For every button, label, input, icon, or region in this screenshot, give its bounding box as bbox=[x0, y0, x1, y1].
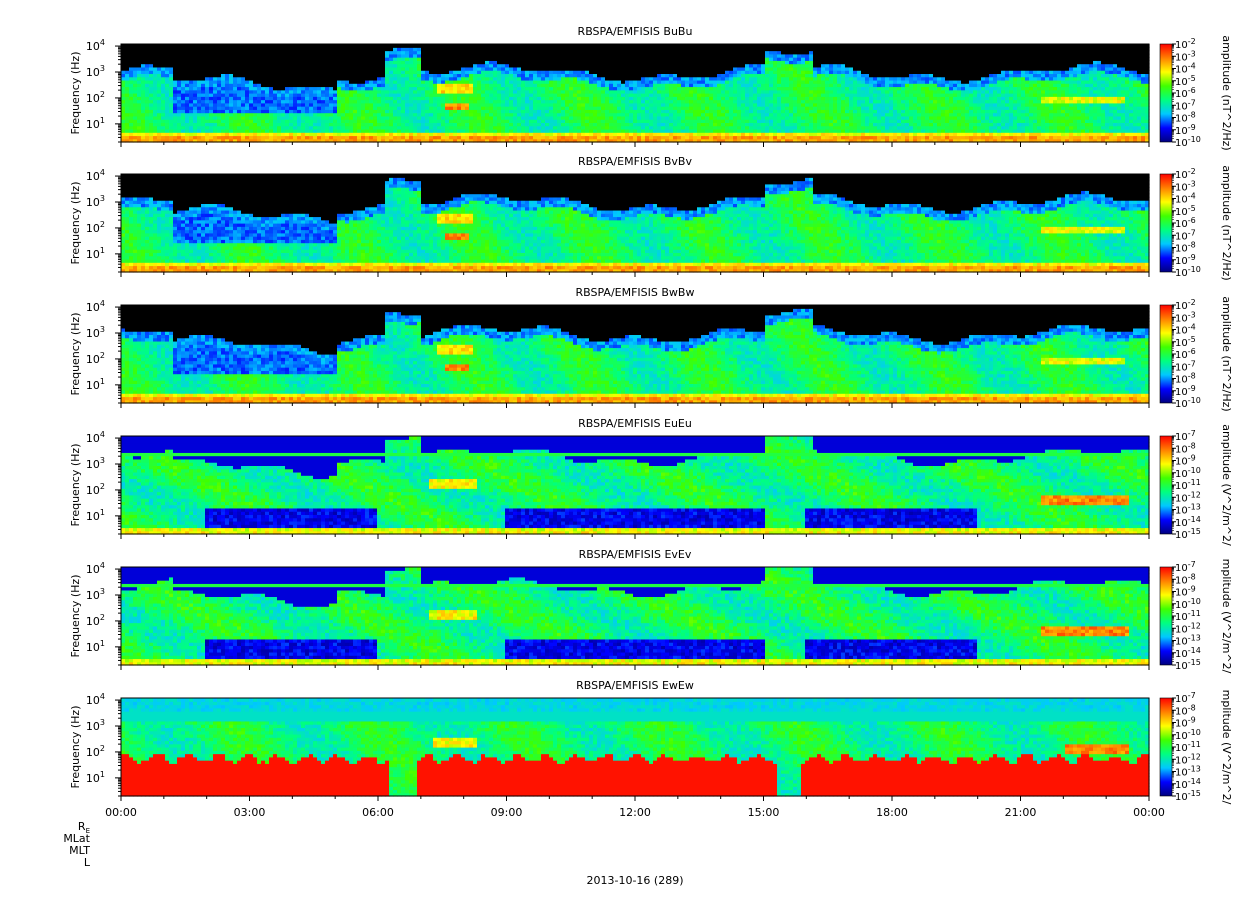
colorbar-tick-label: 10-10 bbox=[1175, 135, 1201, 149]
colorbar-tick-label: 10-15 bbox=[1175, 527, 1201, 541]
y-tick-label: 104 bbox=[86, 299, 105, 314]
colorbar-label: amplitude (nT^2/Hz) bbox=[1220, 165, 1233, 280]
colorbar: 10-210-310-410-510-610-710-810-910-10 amp… bbox=[1160, 165, 1233, 280]
y-tick-label: 104 bbox=[86, 561, 105, 576]
frequency-axis: 101 102 103 104 Frequency (Hz) bbox=[69, 692, 121, 796]
y-axis-label: Frequency (Hz) bbox=[69, 182, 82, 265]
colorbar-tick-label: 10-10 bbox=[1175, 265, 1201, 279]
x-tick-label: 18:00 bbox=[876, 806, 908, 819]
colorbar: 10-210-310-410-510-610-710-810-910-10 amp… bbox=[1160, 296, 1233, 411]
y-tick-label: 104 bbox=[86, 38, 105, 53]
colorbar-label: amplitude (nT^2/Hz) bbox=[1220, 296, 1233, 411]
frequency-axis: 101 102 103 104 Frequency (Hz) bbox=[69, 299, 121, 403]
y-axis-label: Frequency (Hz) bbox=[69, 313, 82, 396]
x-tick-label: 12:00 bbox=[619, 806, 651, 819]
colorbar-label: amplitude (V^2/m^2/ bbox=[1220, 424, 1233, 546]
panel-6: RBSPA/EMFISIS EwEw 101 102 103 104 Frequency … bbox=[69, 679, 1233, 805]
panel-x-ticks bbox=[121, 796, 1149, 801]
colorbar-tick-label: 10-15 bbox=[1175, 658, 1201, 672]
spectrogram-image bbox=[121, 44, 1150, 143]
y-tick-label: 101 bbox=[86, 770, 105, 785]
colorbar-label: mplitude (V^2/m^2/ bbox=[1220, 690, 1233, 805]
panel-title: RBSPA/EMFISIS BwBw bbox=[576, 286, 695, 299]
colorbar-gradient bbox=[1160, 698, 1172, 796]
y-tick-label: 101 bbox=[86, 246, 105, 261]
y-tick-label: 103 bbox=[86, 456, 105, 471]
x-tick-label: 00:00 bbox=[105, 806, 137, 819]
panel-title: RBSPA/EMFISIS EuEu bbox=[578, 417, 692, 430]
frequency-axis: 101 102 103 104 Frequency (Hz) bbox=[69, 168, 121, 272]
panel-2: RBSPA/EMFISIS BvBv 101 102 103 104 Frequency … bbox=[69, 155, 1233, 281]
colorbar-gradient bbox=[1160, 305, 1172, 403]
y-tick-label: 104 bbox=[86, 430, 105, 445]
panel-title: RBSPA/EMFISIS EwEw bbox=[576, 679, 694, 692]
x-tick-label: 03:00 bbox=[234, 806, 266, 819]
x-tick-label: 21:00 bbox=[1005, 806, 1037, 819]
panel-title: RBSPA/EMFISIS BvBv bbox=[578, 155, 692, 168]
colorbar-gradient bbox=[1160, 567, 1172, 665]
y-tick-label: 104 bbox=[86, 692, 105, 707]
panel-3: RBSPA/EMFISIS BwBw 101 102 103 104 Frequency … bbox=[69, 286, 1233, 412]
panel-x-ticks bbox=[121, 665, 1149, 670]
colorbar: 10-710-810-910-1010-1110-1210-1310-1410-… bbox=[1160, 690, 1233, 805]
x-tick-label: 06:00 bbox=[362, 806, 394, 819]
colorbar-label: mplitude (V^2/m^2/ bbox=[1220, 559, 1233, 674]
colorbar-tick-label: 10-10 bbox=[1175, 396, 1201, 410]
panel-4: RBSPA/EMFISIS EuEu 101 102 103 104 Frequency … bbox=[69, 417, 1233, 546]
y-tick-label: 102 bbox=[86, 351, 105, 366]
y-tick-label: 101 bbox=[86, 116, 105, 131]
y-tick-label: 101 bbox=[86, 508, 105, 523]
y-tick-label: 103 bbox=[86, 64, 105, 79]
y-tick-label: 104 bbox=[86, 168, 105, 183]
panel-title: RBSPA/EMFISIS BuBu bbox=[578, 25, 693, 38]
y-axis-label: Frequency (Hz) bbox=[69, 444, 82, 527]
y-tick-label: 102 bbox=[86, 220, 105, 235]
colorbar: 10-710-810-910-1010-1110-1210-1310-1410-… bbox=[1160, 424, 1233, 546]
colorbar-tick-label: 10-15 bbox=[1175, 789, 1201, 803]
spectrogram-image bbox=[121, 305, 1150, 404]
y-tick-label: 101 bbox=[86, 377, 105, 392]
frequency-axis: 101 102 103 104 Frequency (Hz) bbox=[69, 38, 121, 142]
y-tick-label: 103 bbox=[86, 718, 105, 733]
y-tick-label: 103 bbox=[86, 325, 105, 340]
colorbar-gradient bbox=[1160, 436, 1172, 534]
colorbar: 10-710-810-910-1010-1110-1210-1310-1410-… bbox=[1160, 559, 1233, 674]
y-tick-label: 102 bbox=[86, 482, 105, 497]
frequency-axis: 101 102 103 104 Frequency (Hz) bbox=[69, 430, 121, 534]
colorbar-label: amplitude (nT^2/Hz) bbox=[1220, 35, 1233, 150]
panel-x-ticks bbox=[121, 272, 1149, 277]
x-tick-label: 09:00 bbox=[491, 806, 523, 819]
x-tick-label: 15:00 bbox=[748, 806, 780, 819]
panel-x-ticks bbox=[121, 534, 1149, 539]
spectrogram-image bbox=[121, 174, 1150, 273]
y-tick-label: 102 bbox=[86, 744, 105, 759]
panel-title: RBSPA/EMFISIS EvEv bbox=[579, 548, 692, 561]
spectrogram-image bbox=[121, 567, 1150, 666]
y-tick-label: 102 bbox=[86, 613, 105, 628]
y-tick-label: 103 bbox=[86, 194, 105, 209]
panel-x-ticks bbox=[121, 142, 1149, 147]
colorbar: 10-210-310-410-510-610-710-810-910-10 amp… bbox=[1160, 35, 1233, 150]
y-tick-label: 102 bbox=[86, 90, 105, 105]
panel-x-ticks bbox=[121, 403, 1149, 408]
panels: RBSPA/EMFISIS BuBu 101 102 103 104 Frequency … bbox=[69, 25, 1233, 805]
spectrogram-image bbox=[121, 436, 1150, 535]
colorbar-gradient bbox=[1160, 174, 1172, 272]
y-tick-label: 103 bbox=[86, 587, 105, 602]
panel-5: RBSPA/EMFISIS EvEv 101 102 103 104 Frequency … bbox=[69, 548, 1233, 674]
y-axis-label: Frequency (Hz) bbox=[69, 706, 82, 789]
y-tick-label: 101 bbox=[86, 639, 105, 654]
ephemeris-label: L bbox=[84, 856, 91, 869]
x-tick-label: 00:00 bbox=[1133, 806, 1165, 819]
date-label: 2013-10-16 (289) bbox=[586, 874, 683, 887]
y-axis-label: Frequency (Hz) bbox=[69, 575, 82, 658]
spectrogram-image bbox=[121, 698, 1150, 797]
y-axis-label: Frequency (Hz) bbox=[69, 52, 82, 135]
colorbar-gradient bbox=[1160, 44, 1172, 142]
frequency-axis: 101 102 103 104 Frequency (Hz) bbox=[69, 561, 121, 665]
panel-1: RBSPA/EMFISIS BuBu 101 102 103 104 Frequency … bbox=[69, 25, 1233, 151]
time-axis: 00:00 03:00 06:00 09:00 12:00 15:00 18:00 21:00… bbox=[63, 806, 1165, 887]
